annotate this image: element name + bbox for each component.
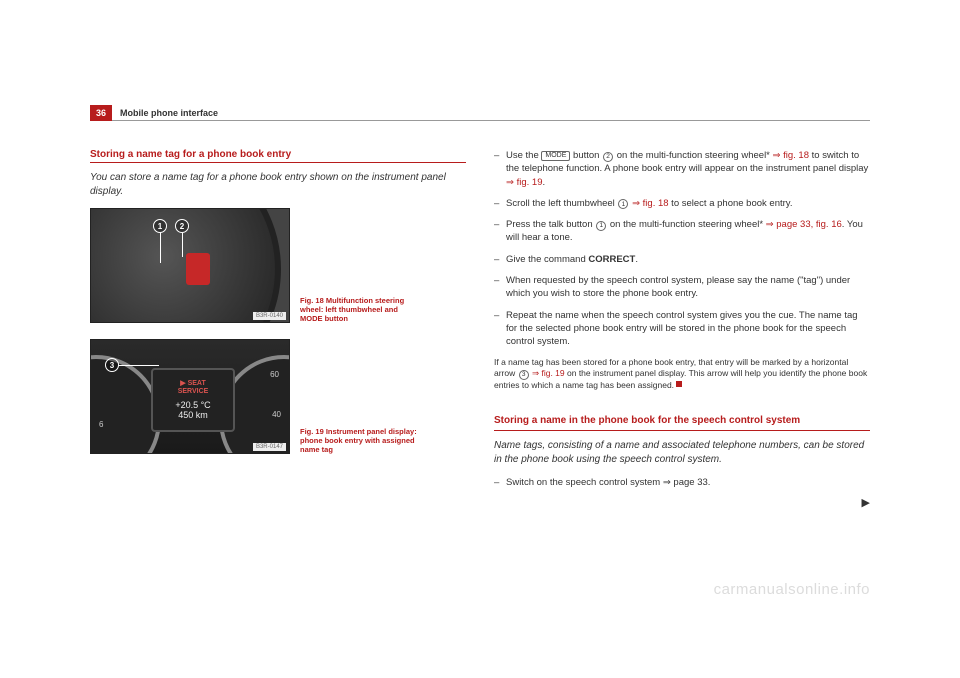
figure-18-block: 1 2 B3R-0140 Fig. 18 Multifunction steer… [90,208,466,323]
callout-line-3 [119,365,159,366]
dash-icon: – [494,218,506,245]
dial-tick-6: 6 [99,420,103,429]
figure-18-caption: Fig. 18 Multifunction steering wheel: le… [300,296,420,323]
chapter-title: Mobile phone interface [112,105,870,121]
ref-circle-2: 2 [603,152,613,162]
display-distance: 450 km [178,410,208,420]
text: Scroll the left thumbwheel [506,198,617,209]
figure-19-block: 6 60 40 ▶ SEAT SERVICE +20.5 °C 450 km 3… [90,339,466,454]
dash-icon: – [494,149,506,189]
display-temp: +20.5 °C [175,400,210,410]
page-ref-33: ⇒ page 33, fig. 16 [766,219,842,230]
callout-badge-2: 2 [175,219,189,233]
figure-19-image: 6 60 40 ▶ SEAT SERVICE +20.5 °C 450 km 3… [90,339,290,454]
dial-tick-40: 40 [272,410,281,419]
instruction-6: – Repeat the name when the speech contro… [494,309,870,349]
section-intro-2: Name tags, consisting of a name and asso… [494,439,870,466]
watermark: carmanualsonline.info [714,581,870,598]
fig-ref-18b: ⇒ fig. 18 [632,198,668,209]
right-column: – Use the MODE button 2 on the multi-fun… [494,149,870,511]
dash-icon: – [494,253,506,266]
end-marker-icon [676,381,682,387]
dash-icon: – [494,197,506,210]
figure-18-image: 1 2 B3R-0140 [90,208,290,323]
section-intro-1: You can store a name tag for a phone boo… [90,171,466,198]
text: Switch on the speech control system ⇒ pa… [506,476,870,489]
text: to select a phone book entry. [669,198,793,209]
instruction-4: – Give the command CORRECT. [494,253,870,266]
ref-circle-3: 3 [519,370,529,380]
mode-button-graphic [186,253,210,285]
text: on the multi-function steering wheel* [614,150,772,161]
callout-line-2 [182,233,183,257]
mode-button-label: MODE [541,151,570,161]
left-column: Storing a name tag for a phone book entr… [90,149,466,511]
text: on the multi-function steering wheel* [607,219,765,230]
instruction-1: – Use the MODE button 2 on the multi-fun… [494,149,870,189]
fig-ref-18: ⇒ fig. 18 [773,150,809,161]
ref-circle-1: 1 [618,199,628,209]
dash-icon: – [494,274,506,301]
instruction-3: – Press the talk button 1 on the multi-f… [494,218,870,245]
note-paragraph: If a name tag has been stored for a phon… [494,357,870,393]
page-number: 36 [90,105,112,121]
text: Repeat the name when the speech control … [506,309,870,349]
panel-display: ▶ SEAT SERVICE +20.5 °C 450 km [151,368,235,432]
dash-icon: – [494,476,506,489]
continue-arrow-icon: ▶ [862,496,870,511]
text: Use the [506,150,541,161]
text: button [570,150,602,161]
figure-19-code: B3R-0147 [253,443,286,451]
dial-tick-60: 60 [270,370,279,379]
text: . [635,254,638,265]
text: Press the talk button [506,219,595,230]
ref-circle-1b: 1 [596,221,606,231]
dash-icon: – [494,309,506,349]
page-header: 36 Mobile phone interface [90,105,870,121]
manual-page: 36 Mobile phone interface Storing a name… [90,105,870,511]
instruction-2: – Scroll the left thumbwheel 1 ⇒ fig. 18… [494,197,870,210]
text: When requested by the speech control sys… [506,274,870,301]
section-heading-2: Storing a name in the phone book for the… [494,414,870,431]
display-top-line: ▶ SEAT SERVICE [178,380,209,395]
figure-18-code: B3R-0140 [253,312,286,320]
text: Give the command [506,254,588,265]
callout-line-1 [160,233,161,263]
content-columns: Storing a name tag for a phone book entr… [90,149,870,511]
callout-badge-1: 1 [153,219,167,233]
callout-badge-3: 3 [105,358,119,372]
instruction-7: – Switch on the speech control system ⇒ … [494,476,870,489]
instruction-5: – When requested by the speech control s… [494,274,870,301]
text: . [542,177,545,188]
figure-19-caption: Fig. 19 Instrument panel display: phone … [300,427,420,454]
fig-ref-19: ⇒ fig. 19 [506,177,542,188]
command-correct: CORRECT [588,254,635,265]
section-heading-1: Storing a name tag for a phone book entr… [90,149,466,163]
fig-ref-19b: ⇒ fig. 19 [532,368,565,378]
